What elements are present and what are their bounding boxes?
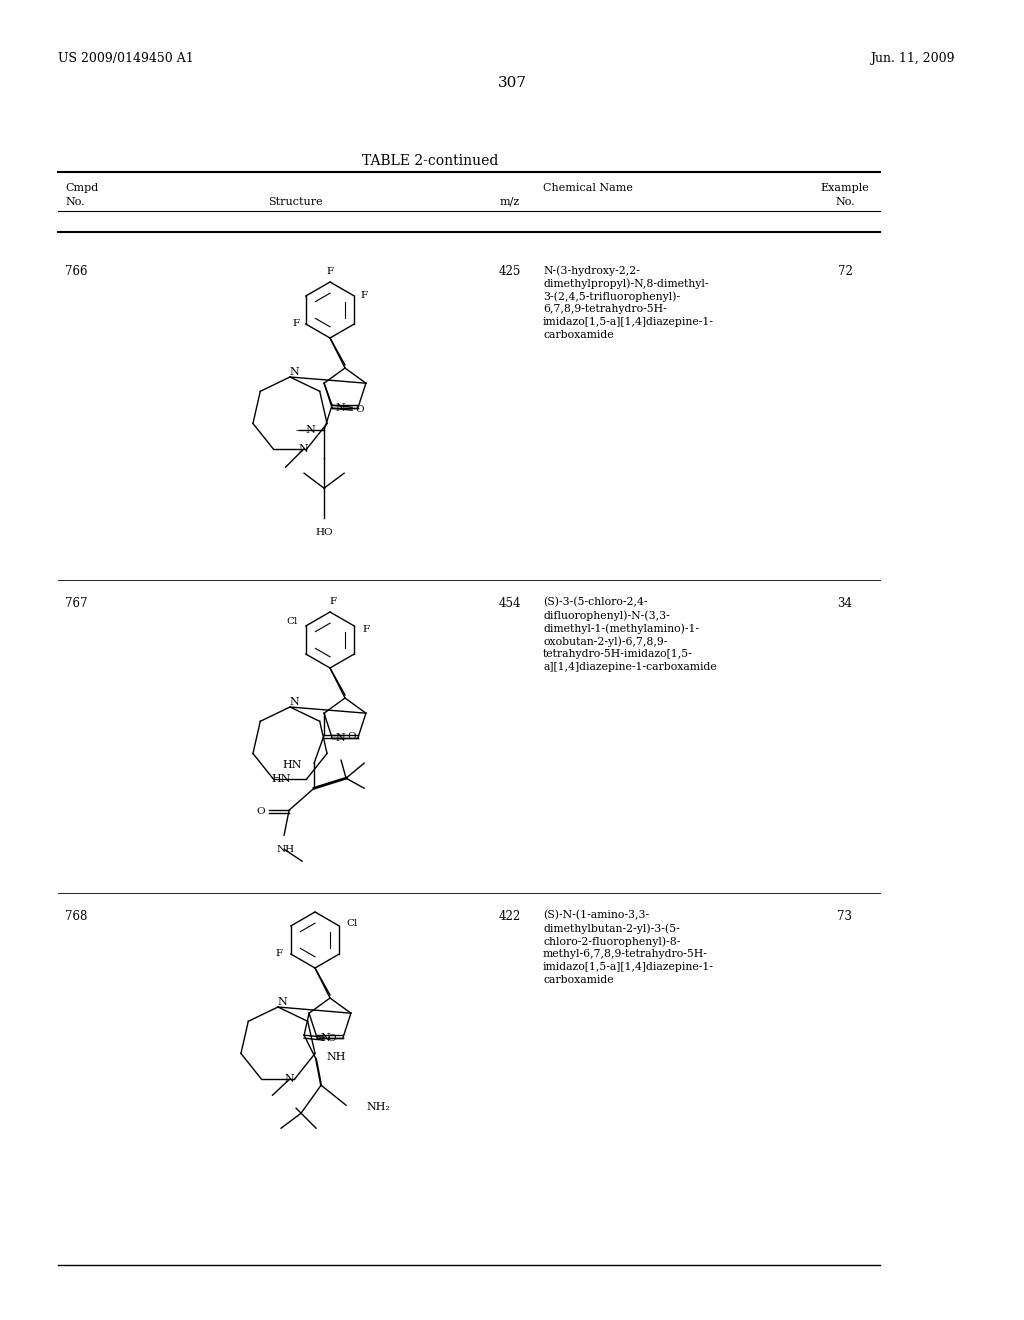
Text: carboxamide: carboxamide xyxy=(543,975,613,985)
Text: 73: 73 xyxy=(838,909,853,923)
Text: 454: 454 xyxy=(499,597,521,610)
Text: 72: 72 xyxy=(838,265,852,279)
Text: N: N xyxy=(335,733,345,743)
Text: 307: 307 xyxy=(498,77,526,90)
Text: (S)-3-(5-chloro-2,4-: (S)-3-(5-chloro-2,4- xyxy=(543,597,647,607)
Text: Cl: Cl xyxy=(286,618,297,627)
Text: dimethylbutan-2-yl)-3-(5-: dimethylbutan-2-yl)-3-(5- xyxy=(543,923,680,933)
Text: O: O xyxy=(257,807,265,816)
Text: Example: Example xyxy=(820,183,869,193)
Text: Chemical Name: Chemical Name xyxy=(543,183,633,193)
Text: F: F xyxy=(327,267,334,276)
Text: m/z: m/z xyxy=(500,197,520,207)
Text: (S)-N-(1-amino-3,3-: (S)-N-(1-amino-3,3- xyxy=(543,909,649,920)
Text: F: F xyxy=(360,292,368,301)
Text: 767: 767 xyxy=(65,597,87,610)
Text: 425: 425 xyxy=(499,265,521,279)
Text: dimethylpropyl)-N,8-dimethyl-: dimethylpropyl)-N,8-dimethyl- xyxy=(543,279,709,289)
Text: dimethyl-1-(methylamino)-1-: dimethyl-1-(methylamino)-1- xyxy=(543,623,699,634)
Text: O: O xyxy=(348,731,356,741)
Text: N: N xyxy=(289,367,299,378)
Text: Cl: Cl xyxy=(346,920,358,928)
Text: N: N xyxy=(278,997,287,1007)
Text: N: N xyxy=(299,445,308,454)
Text: Cmpd: Cmpd xyxy=(65,183,98,193)
Text: HO: HO xyxy=(315,528,333,537)
Text: difluorophenyl)-N-(3,3-: difluorophenyl)-N-(3,3- xyxy=(543,610,670,620)
Text: Structure: Structure xyxy=(267,197,323,207)
Text: F: F xyxy=(362,626,370,635)
Text: imidazo[1,5-a][1,4]diazepine-1-: imidazo[1,5-a][1,4]diazepine-1- xyxy=(543,317,714,327)
Text: O: O xyxy=(355,405,365,413)
Text: NH: NH xyxy=(326,1052,345,1063)
Text: tetrahydro-5H-imidazo[1,5-: tetrahydro-5H-imidazo[1,5- xyxy=(543,649,693,659)
Text: chloro-2-fluorophenyl)-8-: chloro-2-fluorophenyl)-8- xyxy=(543,936,680,946)
Text: methyl-6,7,8,9-tetrahydro-5H-: methyl-6,7,8,9-tetrahydro-5H- xyxy=(543,949,708,960)
Text: TABLE 2-continued: TABLE 2-continued xyxy=(361,154,499,168)
Text: N: N xyxy=(335,403,345,413)
Text: F: F xyxy=(330,597,337,606)
Text: imidazo[1,5-a][1,4]diazepine-1-: imidazo[1,5-a][1,4]diazepine-1- xyxy=(543,962,714,972)
Text: 422: 422 xyxy=(499,909,521,923)
Text: a][1,4]diazepine-1-carboxamide: a][1,4]diazepine-1-carboxamide xyxy=(543,663,717,672)
Text: Jun. 11, 2009: Jun. 11, 2009 xyxy=(870,51,954,65)
Text: oxobutan-2-yl)-6,7,8,9-: oxobutan-2-yl)-6,7,8,9- xyxy=(543,636,668,647)
Text: F: F xyxy=(275,949,283,958)
Text: US 2009/0149450 A1: US 2009/0149450 A1 xyxy=(58,51,194,65)
Text: NH₂: NH₂ xyxy=(366,1102,390,1113)
Text: No.: No. xyxy=(65,197,85,207)
Text: 3-(2,4,5-trifluorophenyl)-: 3-(2,4,5-trifluorophenyl)- xyxy=(543,290,680,301)
Text: F: F xyxy=(292,319,299,329)
Text: 768: 768 xyxy=(65,909,87,923)
Text: O: O xyxy=(328,1034,337,1043)
Text: No.: No. xyxy=(836,197,855,207)
Text: 766: 766 xyxy=(65,265,87,279)
Text: 34: 34 xyxy=(838,597,853,610)
Text: 6,7,8,9-tetrahydro-5H-: 6,7,8,9-tetrahydro-5H- xyxy=(543,304,667,314)
Text: carboxamide: carboxamide xyxy=(543,330,613,341)
Text: N-(3-hydroxy-2,2-: N-(3-hydroxy-2,2- xyxy=(543,265,640,276)
Text: HN: HN xyxy=(283,760,302,770)
Text: —N: —N xyxy=(295,425,316,436)
Text: N: N xyxy=(321,1032,330,1043)
Text: N: N xyxy=(285,1074,294,1084)
Text: N: N xyxy=(289,697,299,708)
Text: NH: NH xyxy=(278,845,295,854)
Text: HN: HN xyxy=(271,775,291,784)
